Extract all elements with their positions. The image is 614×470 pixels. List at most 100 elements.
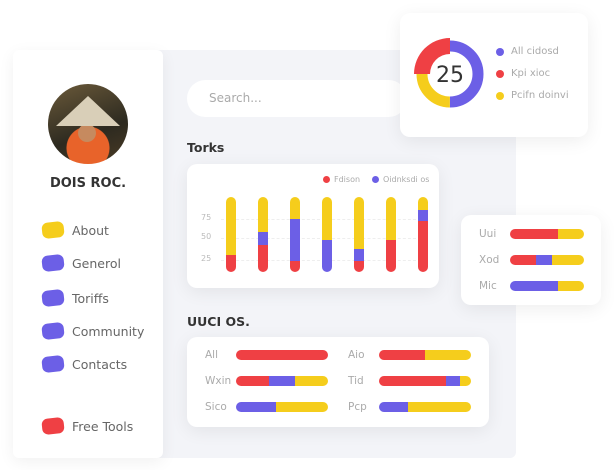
gridline xyxy=(221,238,421,239)
chart-legend-item: Oidnksdi os xyxy=(372,175,429,184)
bar-row: Pcp xyxy=(348,401,471,413)
legend-dot-icon xyxy=(496,91,504,100)
donut-segment-red xyxy=(414,38,450,74)
bar-row: Aio xyxy=(348,349,471,361)
bar-segment-red xyxy=(236,376,270,386)
legend-label: Pcifn doinvi xyxy=(511,90,569,101)
sidebar-item-label: About xyxy=(72,222,109,238)
uuci-title: UUCI OS. xyxy=(187,314,250,329)
sidebar-item-community[interactable]: Community xyxy=(41,321,145,341)
bar-segment-red xyxy=(290,260,300,272)
bar-label: Aio xyxy=(348,349,365,361)
legend-dot-icon xyxy=(496,47,504,56)
legend-label: Fdison xyxy=(334,175,361,184)
stacked-bar xyxy=(290,197,300,272)
uuci-card: All Wxin Sico Aio Tid Pcp xyxy=(187,337,489,427)
horizontal-bar xyxy=(236,376,328,386)
nav-blob-icon xyxy=(41,253,65,273)
bar-segment-yellow xyxy=(354,197,364,249)
bar-row: Xod xyxy=(479,254,584,266)
stacked-bar xyxy=(418,197,428,272)
horizontal-bar xyxy=(510,281,584,291)
bar-segment-purple xyxy=(258,232,268,245)
bar-label: All xyxy=(205,349,219,361)
donut-legend-item: Pcifn doinvi xyxy=(496,90,569,101)
nav-blob-icon xyxy=(41,416,65,436)
bar-row: Sico xyxy=(205,401,328,413)
bar-segment-red xyxy=(379,350,425,360)
torks-title: Torks xyxy=(187,140,225,155)
profile-name: DOIS ROC. xyxy=(49,176,127,191)
horizontal-bar xyxy=(510,229,584,239)
search-input[interactable]: Search... xyxy=(187,80,407,117)
bar-segment-red xyxy=(379,376,447,386)
bar-row: Mic xyxy=(479,280,584,292)
bar-segment-purple xyxy=(354,248,364,261)
legend-label: Oidnksdi os xyxy=(383,175,430,184)
bar-segment-yellow xyxy=(290,197,300,219)
nav-blob-icon xyxy=(41,220,65,240)
sidebar-item-label: Community xyxy=(72,323,145,339)
sidebar-item-contacts[interactable]: Contacts xyxy=(41,354,127,374)
bar-segment-purple xyxy=(269,376,295,386)
bar-segment-yellow xyxy=(407,402,471,412)
bar-row: Tid xyxy=(348,375,471,387)
donut-value: 25 xyxy=(436,63,464,88)
nav-blob-icon xyxy=(41,288,65,308)
y-tick-label: 50 xyxy=(201,232,212,241)
bar-segment-yellow xyxy=(425,350,471,360)
avatar xyxy=(48,84,128,164)
side-bars-card: Uui Xod Mic xyxy=(461,215,601,305)
sidebar-item-generol[interactable]: Generol xyxy=(41,253,121,273)
bar-segment-purple xyxy=(418,209,428,221)
horizontal-bar xyxy=(236,350,328,360)
torks-chart-card: Fdison Oidnksdi os 75 50 25 xyxy=(187,164,439,288)
horizontal-bar xyxy=(510,255,584,265)
gridline xyxy=(221,219,421,220)
bar-segment-purple xyxy=(379,402,408,412)
horizontal-bar xyxy=(236,402,328,412)
bar-segment-yellow xyxy=(558,229,584,239)
sidebar-item-toriffs[interactable]: Toriffs xyxy=(41,288,109,308)
bar-row: Uui xyxy=(479,228,584,240)
y-tick-label: 25 xyxy=(201,254,212,263)
bar-segment-purple xyxy=(446,376,460,386)
bar-segment-yellow xyxy=(322,197,332,240)
y-tick-label: 75 xyxy=(201,213,212,222)
bar-segment-red xyxy=(226,254,236,272)
bar-segment-red xyxy=(418,221,428,272)
legend-dot-icon xyxy=(323,176,330,183)
stacked-bar xyxy=(226,197,236,272)
donut-card: 25 All cidosd Kpi xioc Pcifn doinvi xyxy=(400,13,588,137)
bar-segment-purple xyxy=(535,255,553,265)
chart-legend-item: Fdison xyxy=(323,175,360,184)
donut-legend-item: Kpi xioc xyxy=(496,68,550,79)
stacked-bar xyxy=(354,197,364,272)
horizontal-bar xyxy=(379,350,471,360)
bar-segment-red xyxy=(258,245,268,272)
bar-label: Pcp xyxy=(348,401,367,413)
bar-segment-yellow xyxy=(294,376,328,386)
bar-segment-red xyxy=(236,350,328,360)
bar-label: Tid xyxy=(348,375,364,387)
bar-segment-red xyxy=(354,260,364,272)
sidebar-item-free-tools[interactable]: Free Tools xyxy=(41,416,134,436)
sidebar-item-about[interactable]: About xyxy=(41,220,109,240)
legend-dot-icon xyxy=(496,69,504,78)
bar-label: Uui xyxy=(479,228,497,240)
bar-segment-red xyxy=(510,255,536,265)
nav-blob-icon xyxy=(41,321,65,341)
bar-segment-yellow xyxy=(558,281,584,291)
bar-segment-purple xyxy=(290,218,300,261)
bar-label: Xod xyxy=(479,254,500,266)
bar-segment-yellow xyxy=(418,197,428,210)
horizontal-bar xyxy=(379,402,471,412)
stacked-bar xyxy=(322,197,332,272)
sidebar: DOIS ROC. About Generol Toriffs Community Co… xyxy=(13,50,163,458)
donut-chart: 25 xyxy=(414,38,484,108)
bar-segment-yellow xyxy=(552,255,584,265)
bar-label: Wxin xyxy=(205,375,232,387)
sidebar-item-label: Free Tools xyxy=(72,418,134,434)
bar-segment-yellow xyxy=(275,402,328,412)
donut-legend-item: All cidosd xyxy=(496,46,559,57)
